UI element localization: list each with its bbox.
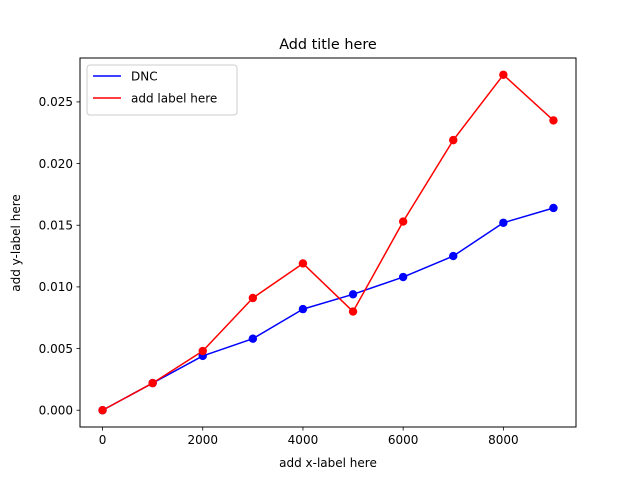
x-tick-label: 0 [99, 433, 107, 447]
x-tick-label: 8000 [488, 433, 519, 447]
series-line [102, 207, 554, 411]
series-2 [98, 70, 558, 415]
series-line [102, 74, 554, 411]
x-tick-label: 2000 [187, 433, 218, 447]
legend-label: add label here [131, 91, 217, 105]
y-tick-label: 0.000 [39, 404, 73, 418]
y-tick-label: 0.020 [39, 157, 73, 171]
legend: DNC add label here [86, 64, 238, 116]
x-axis-label: add x-label here [279, 456, 377, 470]
data-point [499, 218, 508, 227]
legend-box [86, 64, 238, 116]
legend-label: DNC [131, 69, 158, 83]
plot-frame [79, 57, 577, 428]
chart-title: Add title here [279, 37, 377, 53]
data-point [398, 272, 408, 282]
y-tick-label: 0.015 [39, 219, 73, 233]
x-tick-label: 4000 [288, 433, 319, 447]
data-point [248, 293, 258, 303]
data-point [549, 203, 558, 213]
data-point [449, 251, 458, 261]
x-tick-label: 6000 [388, 433, 419, 447]
y-tick-label: 0.025 [39, 95, 73, 109]
data-point [348, 307, 358, 316]
y-axis-ticks: 0.000 0.005 0.010 0.015 0.020 0.025 [39, 95, 80, 418]
data-point [348, 290, 358, 299]
series-layer [98, 70, 558, 415]
y-tick-label: 0.010 [39, 280, 73, 294]
data-point [549, 116, 558, 125]
data-point [248, 334, 258, 343]
data-point [398, 217, 408, 226]
y-axis-label: add y-label here [9, 194, 23, 292]
data-point [148, 378, 157, 388]
data-point [198, 346, 207, 356]
x-axis-ticks: 0 2000 4000 6000 8000 [99, 427, 519, 447]
data-point [298, 304, 308, 314]
y-tick-label: 0.005 [39, 342, 73, 356]
data-point [98, 406, 107, 415]
data-point [499, 70, 508, 79]
data-point [298, 259, 308, 268]
data-point [449, 135, 458, 145]
